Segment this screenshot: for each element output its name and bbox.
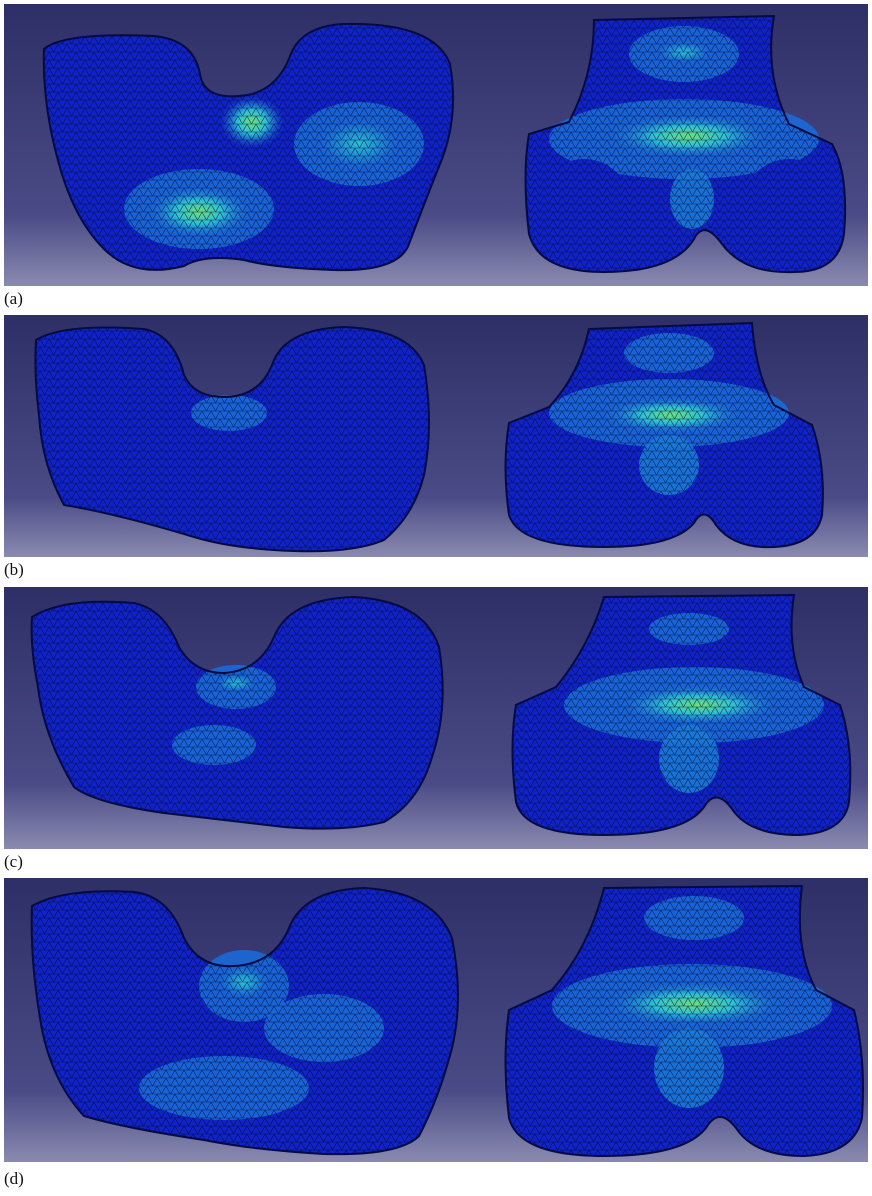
right-bone-a bbox=[524, 14, 847, 274]
left-bone-d bbox=[30, 886, 459, 1156]
panel-b-image bbox=[4, 315, 868, 557]
panel-a-svg bbox=[4, 4, 868, 286]
right-bone-c bbox=[511, 593, 852, 837]
panel-b-svg bbox=[4, 315, 868, 557]
panel-a-label: (a) bbox=[4, 289, 23, 308]
right-bone-b bbox=[504, 321, 824, 549]
left-bone-c bbox=[30, 595, 444, 830]
panel-c-image bbox=[4, 587, 868, 849]
panel-d-image bbox=[4, 878, 868, 1162]
panel-c-svg bbox=[4, 587, 868, 849]
right-bone-d bbox=[504, 884, 864, 1158]
panel-b-label: (b) bbox=[4, 560, 24, 579]
left-bone-b bbox=[34, 325, 430, 553]
panel-d-label: (d) bbox=[4, 1169, 24, 1188]
panel-a-image bbox=[4, 4, 868, 286]
panel-d-svg bbox=[4, 878, 868, 1162]
left-bone-a bbox=[42, 22, 455, 272]
panel-c-label: (c) bbox=[4, 852, 23, 871]
